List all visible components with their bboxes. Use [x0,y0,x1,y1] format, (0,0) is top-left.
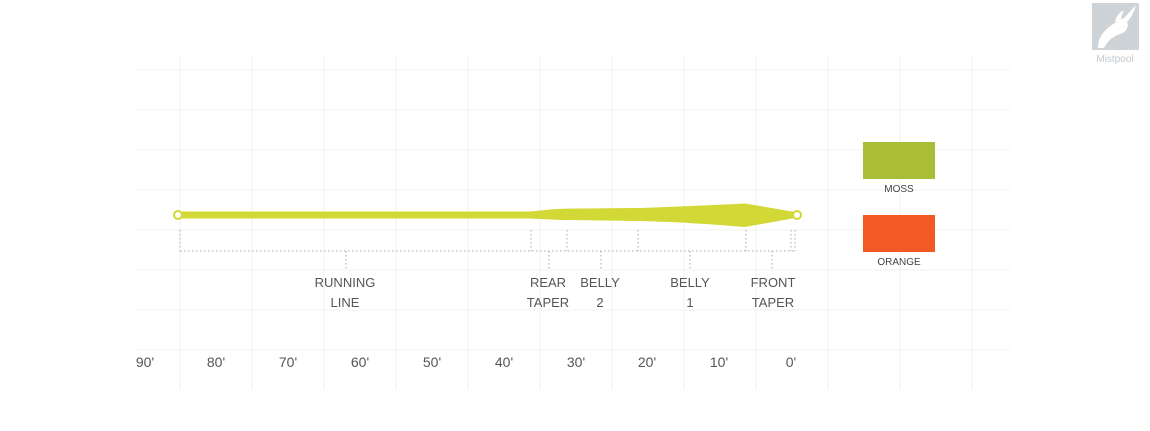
section-label-belly-2: BELLY 2 [580,275,620,310]
section-label-line2: TAPER [752,295,794,310]
section-label-line2: LINE [331,295,360,310]
section-label-line2: TAPER [527,295,569,310]
section-label-line1: REAR [530,275,566,290]
distance-axis: 90' 80' 70' 60' 50' 40' 30' 20' 10' 0' [136,354,796,370]
axis-tick-label: 40' [495,354,513,370]
axis-tick-label: 50' [423,354,441,370]
axis-tick-label: 10' [710,354,728,370]
color-swatch-label: MOSS [884,184,914,195]
section-label-running-line: RUNNING LINE [315,275,376,310]
section-label-line1: BELLY [670,275,710,290]
fly-line-profile [173,203,802,227]
watermark: Mistpool [1092,3,1139,65]
fly-line-body [180,203,795,227]
fly-line-loop-left [173,210,183,220]
axis-tick-label: 30' [567,354,585,370]
color-swatch-label: ORANGE [877,257,921,268]
color-swatch-moss[interactable] [863,142,935,179]
watermark-text: Mistpool [1096,54,1133,65]
section-label-line1: BELLY [580,275,620,290]
axis-tick-label: 70' [279,354,297,370]
section-label-line1: FRONT [751,275,796,290]
fly-line-loop-right [792,210,802,220]
section-label-line1: RUNNING [315,275,376,290]
axis-tick-label: 60' [351,354,369,370]
section-label-rear-taper: REAR TAPER [527,275,569,310]
section-label-line2: 2 [596,295,603,310]
section-label-line2: 1 [686,295,693,310]
fish-logo-icon [1092,3,1139,50]
axis-tick-label: 0' [786,354,796,370]
axis-tick-label: 80' [207,354,225,370]
section-label-belly-1: BELLY 1 [670,275,710,310]
axis-tick-label: 90' [136,354,154,370]
color-option-moss[interactable]: MOSS [863,142,935,195]
background-grid [135,55,1010,390]
axis-tick-label: 20' [638,354,656,370]
section-label-front-taper: FRONT TAPER [751,275,796,310]
color-swatch-orange[interactable] [863,215,935,252]
color-option-orange[interactable]: ORANGE [863,215,935,268]
section-markers [179,230,796,270]
